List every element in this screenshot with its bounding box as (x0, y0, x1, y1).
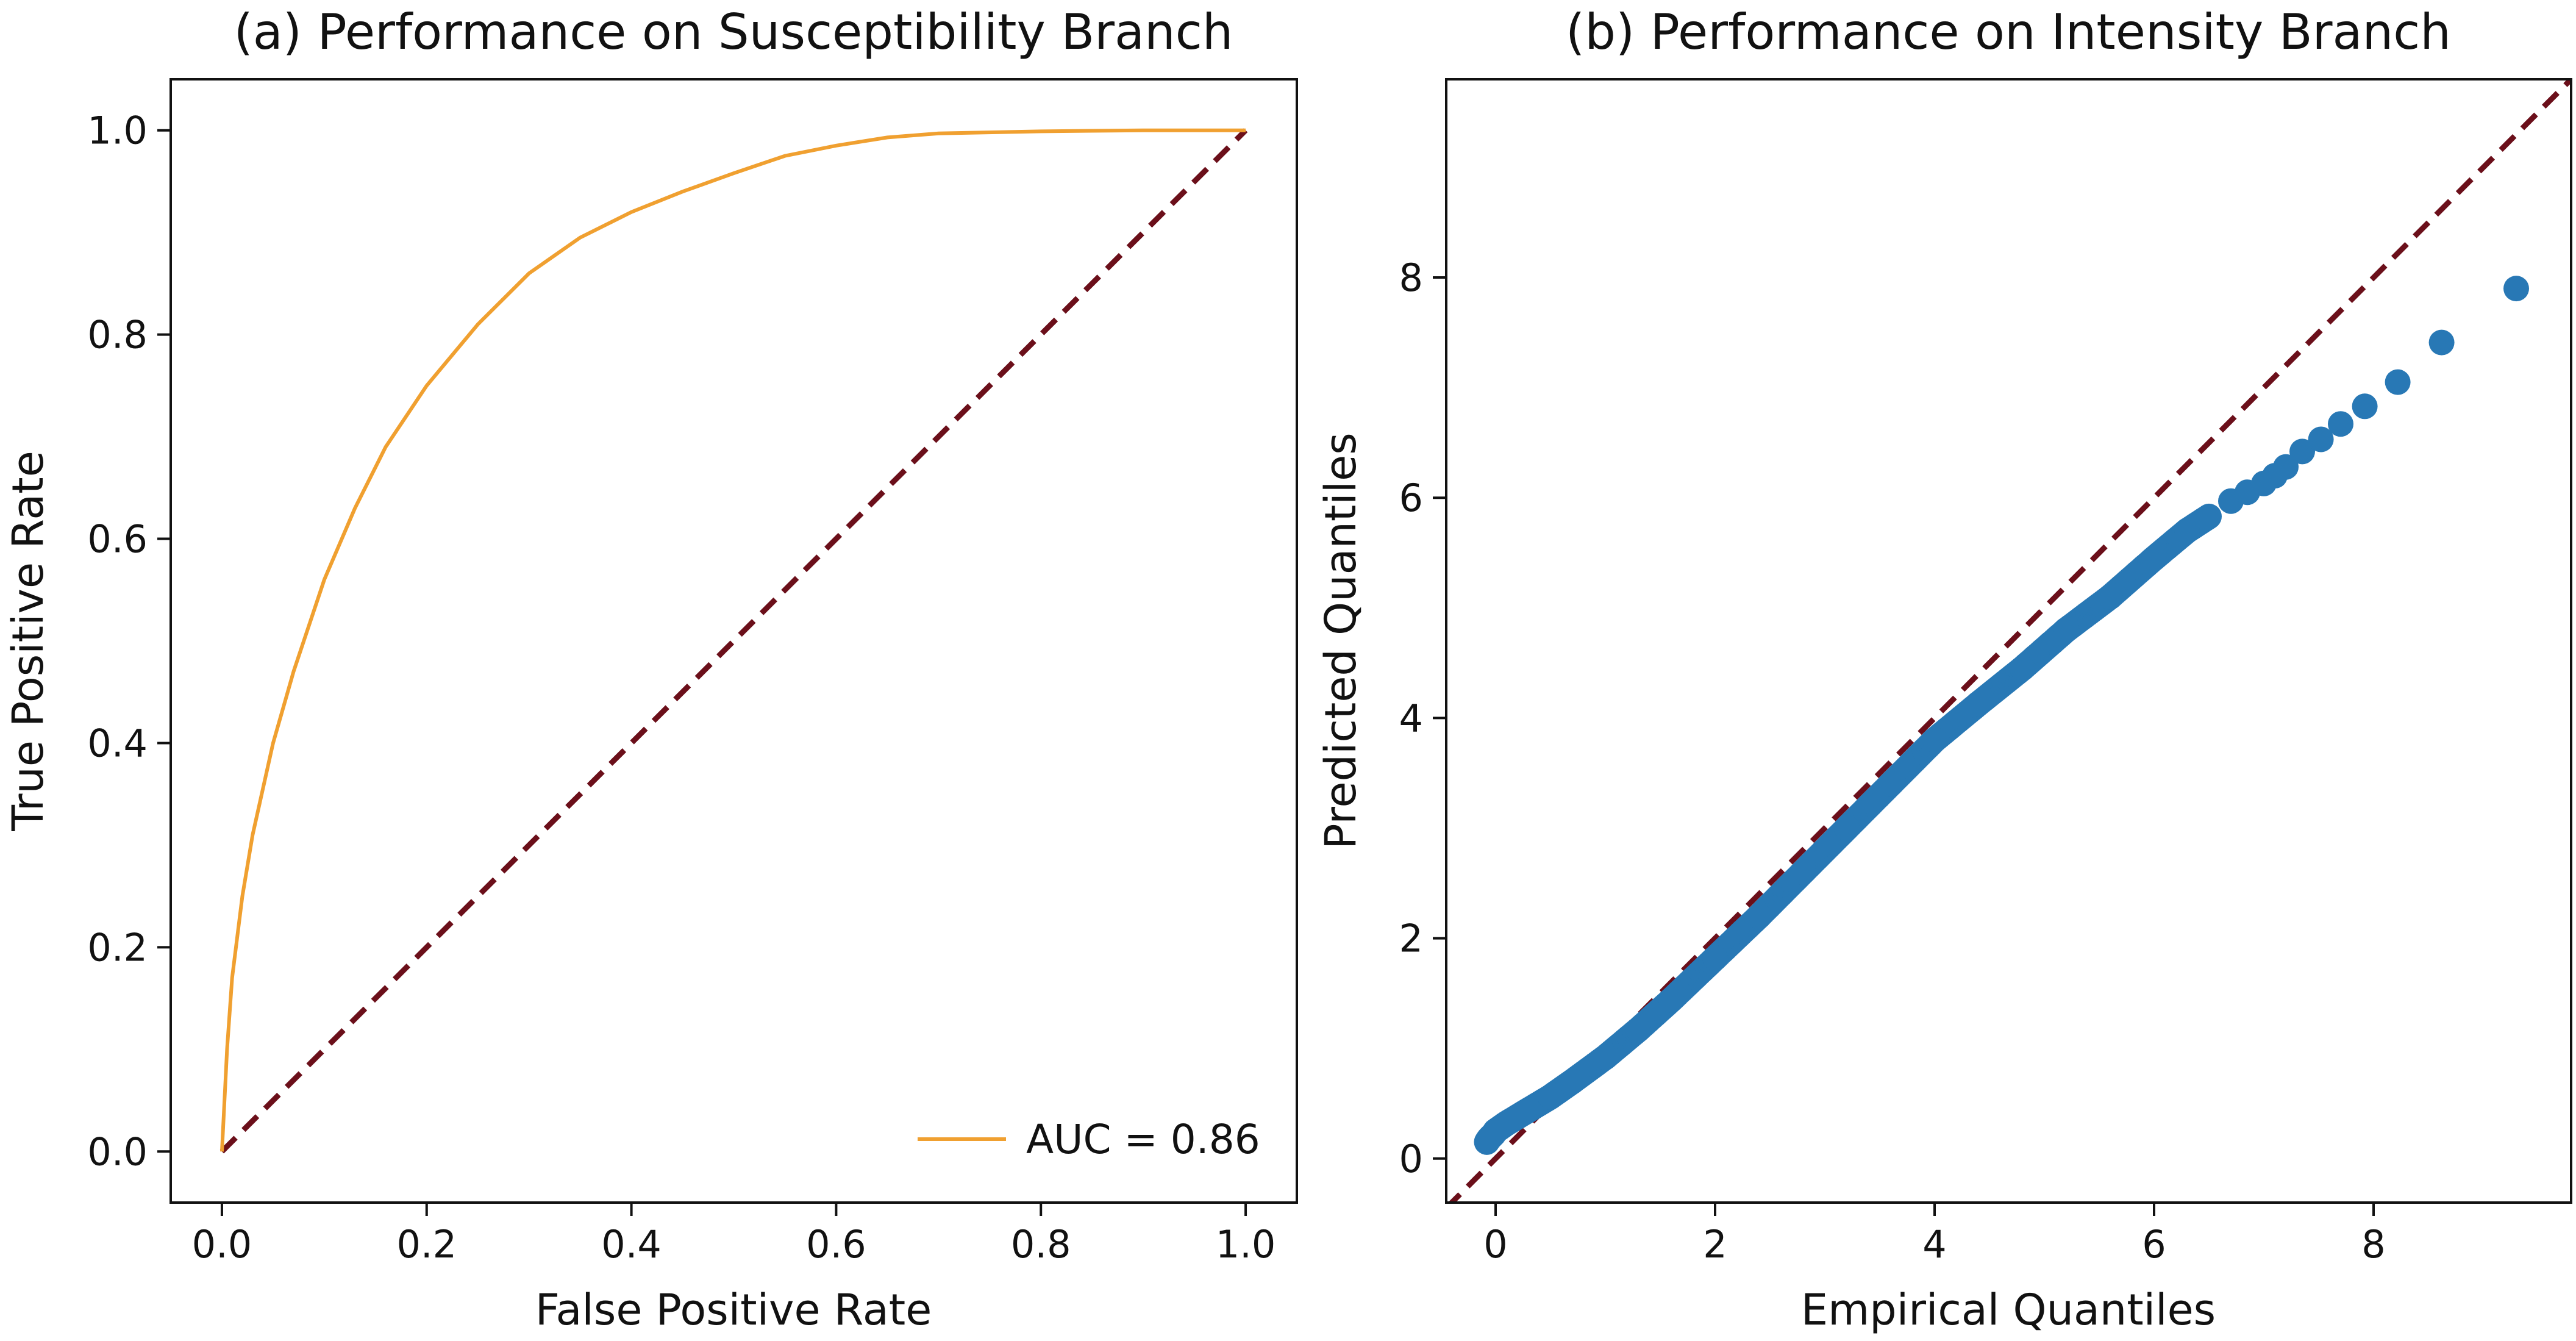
quantile-point (1516, 1097, 1541, 1123)
panel-b-scatter-points (1474, 276, 2529, 1155)
panel-b-y-tick-label: 2 (1399, 917, 1423, 961)
panel-a-legend-label: AUC = 0.86 (1026, 1116, 1260, 1163)
panel-a-ticks: 0.0 0.2 0.4 0.6 0.8 1.0 0.0 0.2 0.4 0.6 0.8 1.0 (87, 109, 1276, 1267)
quantile-point (1790, 859, 1816, 885)
panel-a-x-tick-label: 1.0 (1216, 1222, 1276, 1267)
panel-a-x-tick-label: 0.0 (192, 1222, 252, 1267)
panel-a-title: (a) Performance on Susceptibility Branch (234, 4, 1233, 60)
quantile-point (1966, 690, 1991, 717)
quantile-point (2010, 656, 2035, 682)
panel-b: (b) Performance on Intensity Branch 0 2 4 6… (1316, 4, 2572, 1335)
panel-a-legend: AUC = 0.86 (918, 1116, 1260, 1163)
panel-a-diagonal-reference-line (219, 128, 1248, 1154)
panel-a-x-tick-label: 0.8 (1011, 1222, 1071, 1267)
quantile-point (2385, 369, 2411, 395)
quantile-point (1878, 771, 1903, 797)
quantile-point (1746, 903, 1772, 929)
panel-b-x-tick-label: 0 (1483, 1222, 1507, 1267)
quantile-point (1658, 987, 1684, 1013)
quantile-point (2141, 545, 2167, 571)
quantile-point (2053, 617, 2079, 643)
panel-b-x-tick-label: 6 (2142, 1222, 2166, 1267)
quantile-point (2352, 393, 2378, 420)
quantile-point (1538, 1084, 1563, 1110)
quantile-point (2428, 329, 2455, 356)
panel-a-y-tick-label: 1.0 (87, 109, 148, 153)
panel-a: (a) Performance on Susceptibility Branch… (3, 4, 1298, 1335)
panel-a-frame (169, 78, 1298, 1204)
panel-b-y-tick-label: 4 (1399, 696, 1423, 740)
quantile-point (2174, 518, 2200, 544)
quantile-point (2503, 276, 2529, 302)
quantile-point (2097, 584, 2123, 610)
panel-b-ticks: 0 2 4 6 8 0 2 4 6 8 (1399, 256, 2386, 1267)
panel-a-x-tick-label: 0.4 (601, 1222, 662, 1267)
panel-b-x-axis-label: Empirical Quantiles (1801, 1285, 2216, 1335)
quantile-point (2328, 411, 2353, 437)
quantile-point (2308, 426, 2334, 452)
panel-b-x-tick-label: 2 (1703, 1222, 1727, 1267)
quantile-point (1702, 945, 1728, 971)
panel-b-y-axis-label: Predicted Quantiles (1316, 432, 1366, 849)
quantile-point (2289, 438, 2315, 465)
panel-b-frame (1445, 78, 2572, 1204)
quantile-point (1560, 1068, 1585, 1095)
panel-a-y-tick-label: 0.8 (87, 313, 148, 357)
panel-a-y-axis-label: True Positive Rate (3, 451, 53, 832)
panel-a-y-tick-label: 0.4 (87, 721, 148, 765)
panel-b-x-tick-label: 4 (1922, 1222, 1946, 1267)
panel-b-x-tick-label: 8 (2361, 1222, 2385, 1267)
quantile-point (1625, 1017, 1651, 1043)
panel-b-y-tick-label: 8 (1399, 256, 1423, 300)
panel-a-x-axis-label: False Positive Rate (535, 1285, 932, 1335)
panel-b-y-tick-label: 0 (1399, 1137, 1423, 1181)
panel-a-x-tick-label: 0.6 (806, 1222, 866, 1267)
panel-b-title: (b) Performance on Intensity Branch (1566, 4, 2451, 60)
quantile-point (1834, 815, 1860, 841)
quantile-point (1593, 1044, 1618, 1070)
panel-a-x-tick-label: 0.2 (396, 1222, 457, 1267)
panel-a-roc-curve (220, 128, 1246, 1152)
panel-a-y-tick-label: 0.2 (87, 925, 148, 970)
quantile-point (1922, 727, 1947, 753)
panel-a-y-tick-label: 0.6 (87, 517, 148, 562)
panel-b-diagonal-reference-line (1447, 79, 2571, 1203)
quantile-point (2196, 503, 2222, 529)
quantile-point (2273, 454, 2299, 480)
panel-a-y-tick-label: 0.0 (87, 1129, 148, 1174)
panel-b-y-tick-label: 6 (1399, 476, 1423, 520)
